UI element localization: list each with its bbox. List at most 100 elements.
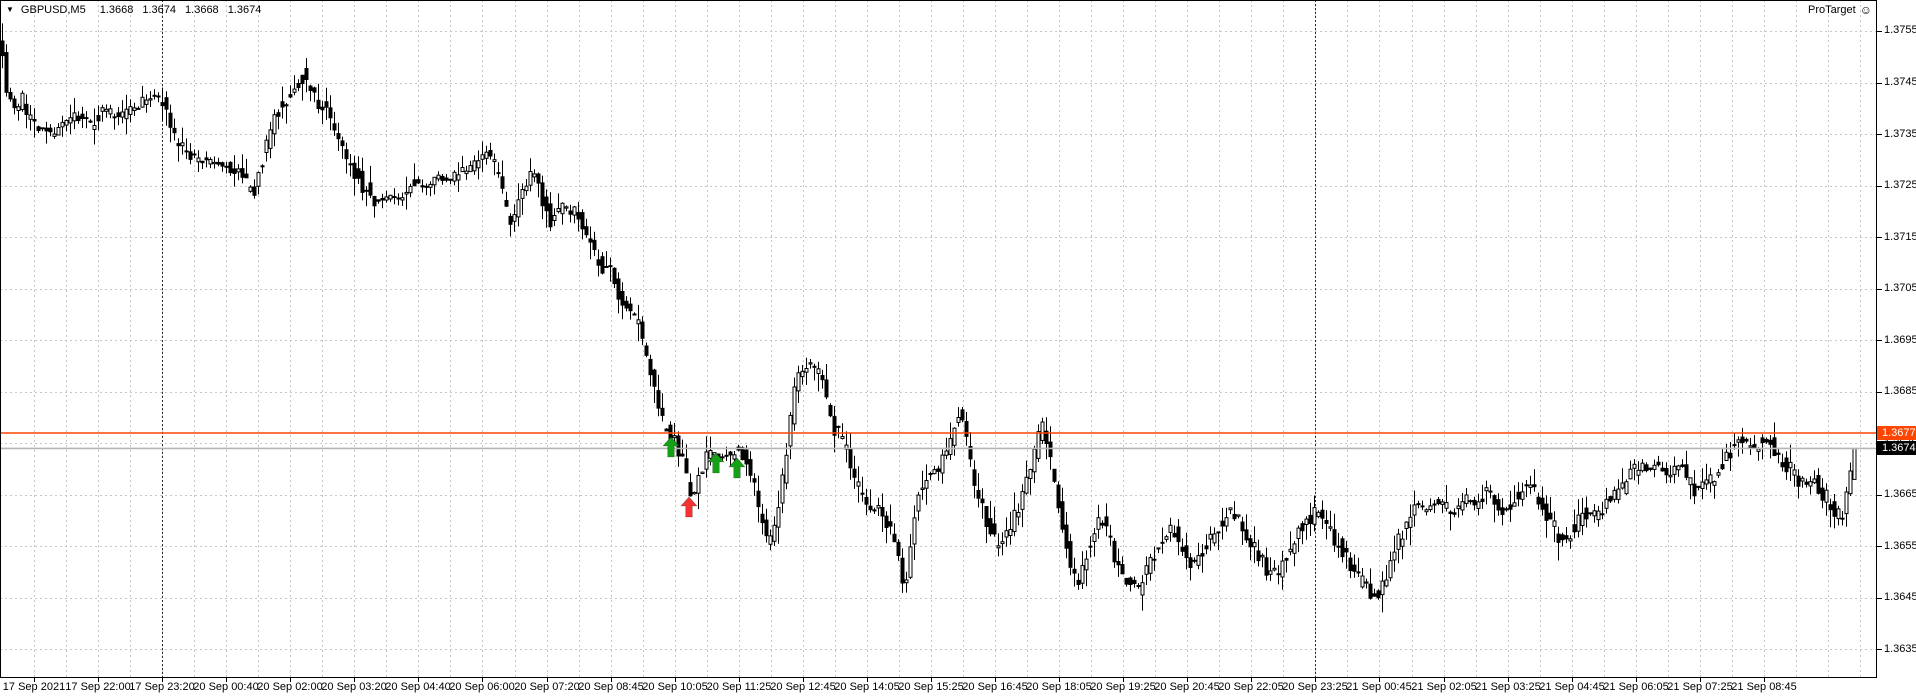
bull-candle	[1596, 510, 1601, 521]
bear-candle	[152, 94, 157, 97]
bear-candle	[1072, 568, 1077, 574]
bull-candle	[812, 365, 817, 368]
bear-candle	[852, 468, 857, 478]
bull-candle	[1616, 488, 1621, 500]
bull-candle	[996, 545, 1001, 549]
time-axis-label: 20 Sep 07:20	[514, 681, 580, 693]
bear-candle	[244, 173, 249, 179]
bear-candle	[176, 143, 181, 147]
bull-candle	[64, 120, 69, 126]
price-axis-label: 1.3635	[1884, 643, 1916, 655]
bear-candle	[1840, 517, 1845, 520]
bull-candle	[520, 189, 525, 199]
bear-candle	[1480, 498, 1485, 503]
bull-candle	[1280, 560, 1285, 578]
bull-candle	[120, 111, 125, 118]
bear-candle	[396, 197, 401, 200]
bear-candle	[332, 123, 337, 131]
bear-candle	[1804, 481, 1809, 485]
bull-candle	[1096, 517, 1101, 530]
bull-candle	[1848, 470, 1853, 495]
bear-candle	[1332, 529, 1337, 546]
red-signal-arrow-icon[interactable]	[680, 496, 698, 518]
bull-candle	[1108, 535, 1113, 538]
time-axis-label: 20 Sep 14:05	[834, 681, 900, 693]
bull-candle	[1580, 512, 1585, 526]
bear-candle	[36, 126, 41, 132]
bull-candle	[1456, 505, 1461, 510]
bull-candle	[1364, 581, 1369, 584]
bear-candle	[1760, 437, 1765, 444]
bear-candle	[288, 94, 293, 98]
bear-candle	[1540, 497, 1545, 510]
bull-candle	[916, 494, 921, 512]
bear-candle	[1116, 561, 1121, 566]
bear-candle	[228, 161, 233, 174]
bear-candle	[968, 446, 973, 460]
bull-candle	[92, 125, 97, 130]
buy-signal-arrow-icon[interactable]	[662, 436, 680, 458]
bull-candle	[1732, 444, 1737, 447]
chart-dropdown-icon[interactable]: ▼	[6, 5, 14, 14]
bull-candle	[772, 524, 777, 542]
bull-candle	[1520, 491, 1525, 500]
bull-candle	[856, 481, 861, 487]
bear-candle	[1780, 462, 1785, 468]
bull-candle	[1388, 560, 1393, 579]
bull-candle	[1712, 481, 1717, 486]
bull-candle	[908, 546, 913, 578]
bull-candle	[1604, 498, 1609, 509]
bear-candle	[864, 497, 869, 505]
bull-candle	[944, 450, 949, 456]
bear-candle	[1204, 545, 1209, 550]
bear-candle	[1320, 509, 1325, 519]
price-axis-label: 1.3685	[1884, 385, 1916, 397]
bear-candle	[372, 196, 377, 207]
bear-candle	[960, 409, 965, 421]
bull-candle	[68, 117, 73, 124]
bull-candle	[804, 368, 809, 373]
bull-candle	[1640, 462, 1645, 472]
bear-candle	[1752, 444, 1757, 449]
alert-price-label[interactable]: 1.3677	[1877, 426, 1916, 440]
bull-candle	[248, 186, 253, 192]
bull-candle	[456, 174, 461, 181]
bull-candle	[1292, 543, 1297, 554]
bear-candle	[1496, 499, 1501, 511]
price-axis-label: 1.3695	[1884, 334, 1916, 346]
bear-candle	[640, 321, 645, 339]
bear-candle	[168, 112, 173, 128]
buy-signal-arrow-icon[interactable]	[728, 457, 746, 479]
bull-candle	[1824, 489, 1829, 503]
bear-candle	[744, 449, 749, 465]
candles-layer	[0, 23, 1857, 613]
bear-candle	[1276, 573, 1281, 576]
time-axis-label: 20 Sep 06:00	[449, 681, 515, 693]
bear-candle	[1248, 538, 1253, 548]
bear-candle	[172, 127, 177, 134]
bull-candle	[784, 454, 789, 484]
bear-candle	[360, 170, 365, 193]
bear-candle	[828, 405, 833, 417]
bull-candle	[904, 579, 909, 584]
bull-candle	[816, 368, 821, 374]
bull-candle	[632, 313, 637, 316]
bull-candle	[1428, 505, 1433, 511]
bull-candle	[876, 505, 881, 509]
bear-candle	[344, 149, 349, 160]
buy-signal-arrow-icon[interactable]	[707, 452, 725, 474]
bull-candle	[472, 160, 477, 172]
bear-candle	[40, 127, 45, 130]
bear-candle	[164, 97, 169, 110]
bear-candle	[1740, 436, 1745, 444]
time-axis-label: 17 Sep 23:20	[129, 681, 195, 693]
bear-candle	[1728, 452, 1733, 459]
bear-candle	[824, 379, 829, 398]
bear-candle	[1692, 483, 1697, 497]
bear-candle	[1680, 464, 1685, 467]
bull-candle	[1360, 575, 1365, 588]
bear-candle	[1104, 516, 1109, 527]
bull-candle	[1504, 508, 1509, 511]
